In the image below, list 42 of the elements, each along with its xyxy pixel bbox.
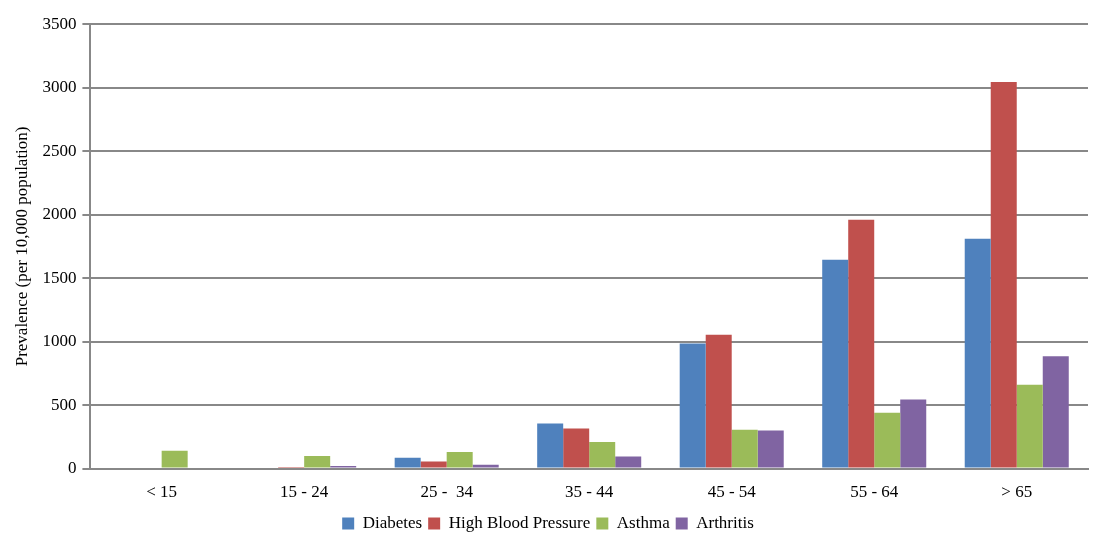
x-tick-label: 55 - 64 <box>850 482 899 502</box>
y-tick-label: 2000 <box>42 204 77 224</box>
bar <box>1042 356 1069 468</box>
y-tick-label: 2500 <box>42 140 77 160</box>
bar <box>537 423 564 468</box>
y-axis-title: Prevalence (per 10,000 population) <box>11 126 31 367</box>
bar <box>757 430 784 468</box>
x-tick-label: < 15 <box>146 482 178 502</box>
bar <box>563 428 590 468</box>
bar <box>304 455 331 468</box>
bar <box>874 412 901 468</box>
bar <box>822 259 849 468</box>
legend-label: Diabetes <box>362 512 423 532</box>
y-tick-label: 1000 <box>42 331 77 351</box>
y-tick-label: 1500 <box>42 267 77 287</box>
x-tick-label: 25 - 34 <box>420 482 474 502</box>
legend-label: Arthritis <box>696 512 754 532</box>
bar <box>589 441 616 468</box>
bar <box>1016 384 1043 468</box>
bar <box>161 450 188 468</box>
x-tick-label: 45 - 54 <box>707 482 757 502</box>
legend-label: Asthma <box>616 512 671 532</box>
bar <box>679 343 706 468</box>
bar <box>731 429 758 468</box>
y-tick-label: 3000 <box>42 77 77 97</box>
y-tick-label: 500 <box>50 394 77 414</box>
legend-label: High Blood Pressure <box>448 512 591 532</box>
bar <box>705 334 732 468</box>
bar <box>446 452 473 468</box>
x-tick-label: 15 - 24 <box>280 482 329 502</box>
x-tick-label: 35 - 44 <box>565 482 614 502</box>
bar <box>420 461 447 468</box>
bar <box>394 457 421 468</box>
x-tick-label: > 65 <box>1001 482 1033 502</box>
bar <box>615 456 642 468</box>
y-tick-label: 0 <box>67 458 77 478</box>
bar <box>990 81 1017 468</box>
bar <box>964 238 991 468</box>
y-tick-label: 3500 <box>42 13 77 33</box>
bar <box>900 399 927 468</box>
bar <box>848 219 875 468</box>
bar <box>472 464 499 468</box>
